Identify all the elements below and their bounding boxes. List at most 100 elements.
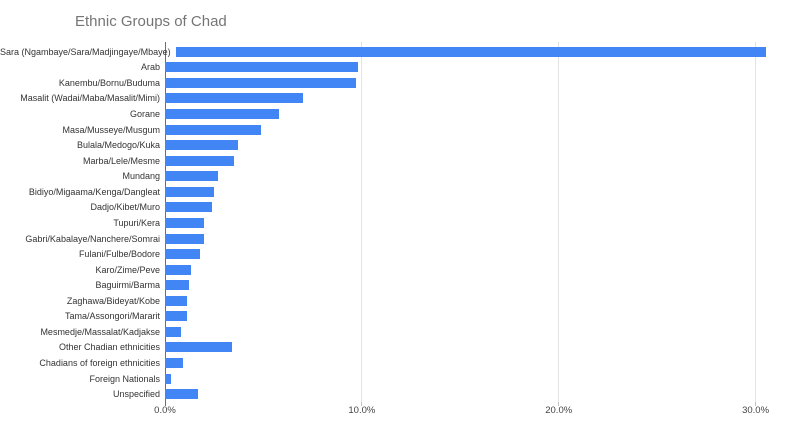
category-label: Tupuri/Kera: [113, 217, 160, 228]
bar-track: [165, 153, 791, 169]
bar[interactable]: [165, 77, 356, 88]
bar-track: [165, 169, 791, 185]
category-label: Fulani/Fulbe/Bodore: [78, 249, 160, 260]
x-axis: 0.0% 10.0% 20.0% 30.0%: [154, 405, 791, 417]
bar[interactable]: [165, 202, 213, 213]
bar-row: Zaghawa/Bideyat/Kobe: [0, 293, 791, 309]
bar-track: [165, 293, 791, 309]
bar-track: [165, 60, 791, 76]
bar[interactable]: [165, 124, 262, 135]
bar-track: [165, 137, 791, 153]
bar[interactable]: [165, 109, 280, 120]
bar-row: Tama/Assongori/Mararit: [0, 309, 791, 325]
bar[interactable]: [165, 217, 205, 228]
bar-row: Sara (Ngambaye/Sara/Madjingaye/Mbaye): [0, 44, 791, 60]
category-label: Kanembu/Bornu/Buduma: [58, 77, 160, 88]
bar-track: [165, 231, 791, 247]
category-label: Chadians of foreign ethnicities: [39, 358, 160, 369]
bar-rows: Sara (Ngambaye/Sara/Madjingaye/Mbaye) Ara…: [0, 44, 791, 402]
bar[interactable]: [165, 140, 238, 151]
bar-track: [165, 106, 791, 122]
bar[interactable]: [165, 311, 187, 322]
bar-track: [165, 355, 791, 371]
category-label: Zaghawa/Bideyat/Kobe: [66, 295, 160, 306]
bar-row: Tupuri/Kera: [0, 215, 791, 231]
bar[interactable]: [165, 295, 187, 306]
bar-row: Arab: [0, 60, 791, 76]
category-label: Baguirmi/Barma: [95, 280, 160, 291]
bar[interactable]: [165, 264, 191, 275]
bar-track: [165, 309, 791, 325]
x-tick-label: 30.0%: [742, 405, 770, 416]
bar-track: [165, 200, 791, 216]
category-label: Bidiyo/Migaama/Kenga/Dangleat: [28, 186, 160, 197]
bar-row: Bulala/Medogo/Kuka: [0, 137, 791, 153]
bar[interactable]: [165, 171, 219, 182]
category-label: Mundang: [122, 171, 160, 182]
category-label: Gabri/Kabalaye/Nanchere/Somrai: [25, 233, 160, 244]
bar[interactable]: [165, 233, 205, 244]
category-label: Masalit (Wadai/Maba/Masalit/Mimi): [20, 93, 160, 104]
gridline: [361, 42, 363, 402]
bar[interactable]: [175, 46, 766, 57]
x-tick-label: 0.0%: [154, 405, 176, 416]
bar-track: [175, 44, 791, 60]
x-axis-tick: [361, 402, 363, 406]
bar-track: [165, 371, 791, 387]
bar-track: [165, 184, 791, 200]
bar[interactable]: [165, 389, 199, 400]
bar[interactable]: [165, 373, 171, 384]
category-label: Sara (Ngambaye/Sara/Madjingaye/Mbaye): [0, 46, 171, 57]
bar-row: Gorane: [0, 106, 791, 122]
bar[interactable]: [165, 62, 358, 73]
bar-track: [165, 262, 791, 278]
bar-track: [165, 324, 791, 340]
bar[interactable]: [165, 249, 201, 260]
x-axis-tick: [755, 402, 757, 406]
gridline: [755, 42, 757, 402]
category-label: Tama/Assongori/Mararit: [64, 311, 160, 322]
bar-row: Other Chadian ethnicities: [0, 340, 791, 356]
bar[interactable]: [165, 326, 181, 337]
bar-row: Karo/Zime/Peve: [0, 262, 791, 278]
category-label: Masa/Musseye/Musgum: [62, 124, 160, 135]
category-label: Arab: [140, 62, 160, 73]
category-label: Marba/Lele/Mesme: [82, 155, 160, 166]
bar-track: [165, 215, 791, 231]
bar[interactable]: [165, 358, 183, 369]
bar-row: Masalit (Wadai/Maba/Masalit/Mimi): [0, 91, 791, 107]
category-label: Other Chadian ethnicities: [58, 342, 160, 353]
bar-track: [165, 91, 791, 107]
category-label: Unspecified: [112, 389, 160, 400]
bar-track: [165, 386, 791, 402]
bar-row: Gabri/Kabalaye/Nanchere/Somrai: [0, 231, 791, 247]
x-axis-tick: [558, 402, 560, 406]
bar-track: [165, 75, 791, 91]
category-label: Karo/Zime/Peve: [95, 264, 160, 275]
bar-row: Marba/Lele/Mesme: [0, 153, 791, 169]
bar-track: [165, 246, 791, 262]
bar[interactable]: [165, 155, 234, 166]
bar-row: Masa/Musseye/Musgum: [0, 122, 791, 138]
bar-row: Fulani/Fulbe/Bodore: [0, 246, 791, 262]
bar[interactable]: [165, 186, 215, 197]
chart-title: Ethnic Groups of Chad: [75, 13, 227, 30]
bar-row: Bidiyo/Migaama/Kenga/Dangleat: [0, 184, 791, 200]
category-label: Mesmedje/Massalat/Kadjakse: [40, 326, 160, 337]
bar-row: Mundang: [0, 169, 791, 185]
bar-row: Foreign Nationals: [0, 371, 791, 387]
bar-row: Unspecified: [0, 386, 791, 402]
x-tick-label: 10.0%: [348, 405, 376, 416]
bar-row: Dadjo/Kibet/Muro: [0, 200, 791, 216]
bar[interactable]: [165, 280, 189, 291]
bar-track: [165, 340, 791, 356]
bar-row: Kanembu/Bornu/Buduma: [0, 75, 791, 91]
x-tick-label: 20.0%: [545, 405, 573, 416]
bar[interactable]: [165, 93, 303, 104]
category-label: Bulala/Medogo/Kuka: [76, 140, 160, 151]
bar[interactable]: [165, 342, 232, 353]
category-label: Foreign Nationals: [89, 373, 160, 384]
bar-row: Chadians of foreign ethnicities: [0, 355, 791, 371]
bar-track: [165, 277, 791, 293]
